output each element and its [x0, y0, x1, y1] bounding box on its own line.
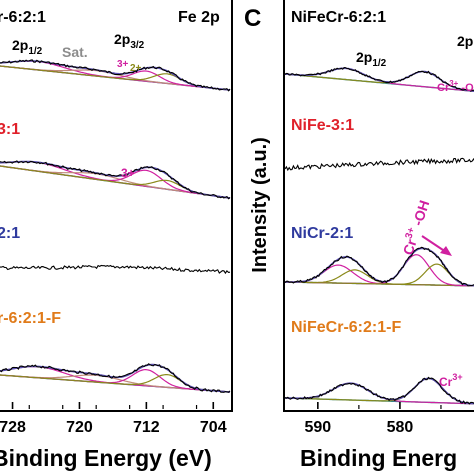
panel-c-x-axis-label: Binding Energ: [300, 445, 457, 471]
legend-b-nifecr-f: r-6:2:1-F: [0, 310, 61, 327]
cr3-o-main: Cr: [437, 82, 450, 94]
fe-raw-spectrum-3: [0, 363, 231, 393]
panel-b-frame: [0, 0, 233, 412]
c-tick-label-580: 580: [387, 419, 414, 436]
cr3-oh-arrow-shaft: [421, 235, 447, 253]
panel-b-spectra: [0, 59, 231, 393]
panel-c-spectra: [284, 67, 474, 405]
cr3-oh-tail: -OH: [408, 198, 432, 231]
fe3-label-top: 3+: [117, 59, 129, 70]
fe-2p12-main: 2p: [12, 37, 28, 53]
cr3-o-label: Cr3+ -O: [437, 79, 474, 94]
cr-raw-spectrum-3: [284, 376, 474, 405]
fe-2p32-main: 2p: [114, 31, 130, 47]
panel-c-letter: C: [244, 5, 261, 32]
cr-2p12-sub: 1/2: [372, 58, 386, 69]
legend-c-nifecr: NiFeCr-6:2:1: [291, 9, 386, 26]
panel-b-title: Fe 2p: [178, 9, 220, 26]
cr-raw-spectrum-0: [284, 67, 474, 92]
panel-b-x-ticks: 728 720 712 704: [0, 402, 227, 436]
fe-raw-spectrum-0: [0, 59, 231, 92]
fe-sat-label: Sat.: [62, 44, 88, 60]
fe-raw-spectrum-2: [0, 264, 231, 275]
fe2-label-top: 2+: [130, 63, 142, 74]
cr-2p12-main: 2p: [356, 49, 372, 65]
cr3-o-sup: 3+: [449, 79, 458, 88]
cr3-oh-label: Cr3+ -OH: [399, 198, 433, 257]
cr-envelope-3: [285, 377, 474, 405]
legend-c-nicr: NiCr-2:1: [291, 225, 353, 242]
legend-b-nifecr: r-6:2:1: [0, 9, 46, 26]
cr3-oh-sup: 3+: [403, 226, 417, 240]
b-tick-label-712: 712: [133, 419, 160, 436]
b-tick-label-704: 704: [200, 419, 227, 436]
cr-raw-spectrum-1: [284, 157, 474, 172]
fe-2p12-sub: 1/2: [28, 46, 42, 57]
fe-2p12-label: 2p1/2: [12, 37, 43, 57]
cr-2p32-label: 2p: [457, 33, 473, 49]
cr3-bottom-sup: 3+: [452, 372, 462, 382]
legend-b-nicr: 2:1: [0, 225, 20, 242]
c-tick-label-590: 590: [304, 419, 331, 436]
panel-c-x-ticks: 590 580: [304, 402, 442, 436]
panel-c-frame: [283, 0, 474, 412]
panel-c-y-axis-label: Intensity (a.u.): [249, 137, 271, 273]
cr-2p12-label: 2p1/2: [356, 49, 387, 69]
legend-b-nife: 3:1: [0, 121, 20, 138]
panel-b-x-axis-label: Binding Energy (eV): [0, 445, 212, 471]
cr3-bottom-label: Cr3+: [439, 372, 463, 389]
cr-raw-spectrum-2: [284, 246, 474, 287]
cr3-oh-main: Cr: [400, 237, 420, 257]
cr3-bottom-main: Cr: [439, 375, 453, 389]
cr3-oh-arrow-head: [440, 246, 452, 256]
cr3-o-tail: -O: [458, 82, 474, 94]
fe-raw-spectrum-1: [0, 160, 231, 200]
legend-c-nifecr-f: NiFeCr-6:2:1-F: [291, 319, 401, 336]
legend-c-nife: NiFe-3:1: [291, 117, 354, 134]
fe3-label-nife: 3+: [121, 166, 135, 180]
b-tick-label-720: 720: [66, 419, 93, 436]
fe-2p32-label: 2p3/2: [114, 31, 145, 51]
b-tick-label-728: 728: [0, 419, 26, 436]
fe-2p32-sub: 3/2: [130, 40, 144, 51]
